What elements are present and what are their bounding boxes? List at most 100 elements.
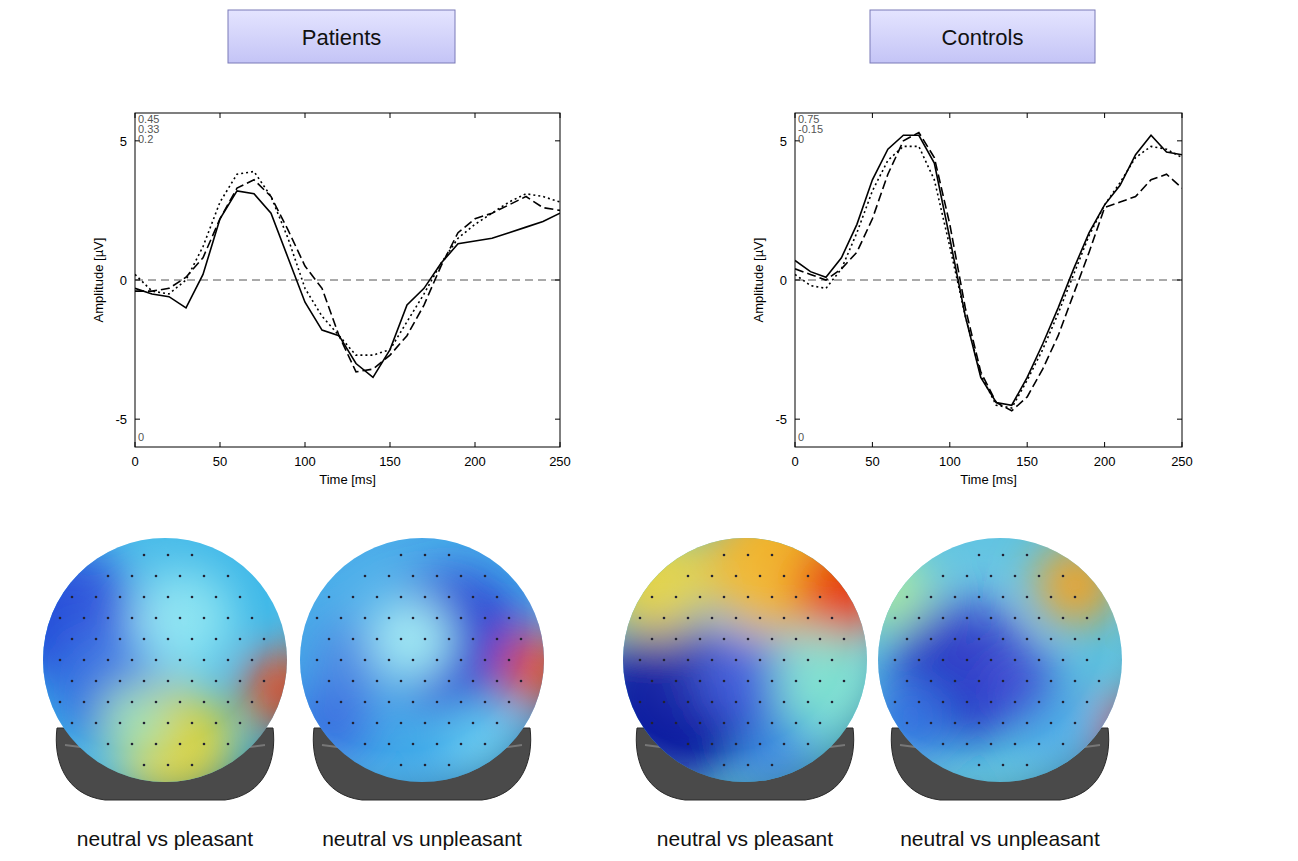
x-tick [872,442,873,447]
electrode [687,575,690,578]
electrode [424,638,427,641]
electrode [906,680,909,683]
electrode [472,722,475,725]
electrode [1086,659,1089,662]
electrode [388,575,391,578]
electrode [663,617,666,620]
electrode [930,596,933,599]
scalp-shade [623,538,867,782]
electrode [1062,617,1065,620]
electrode [167,638,170,641]
electrode [143,722,146,725]
electrode [1062,701,1065,704]
electrode [771,680,774,683]
x-tick [560,442,561,447]
electrode [352,596,355,599]
electrode [412,617,415,620]
electrode [735,575,738,578]
electrode [639,701,642,704]
electrode [71,596,74,599]
electrode [83,617,86,620]
y-tick-label: 0 [780,273,787,288]
electrode [203,743,206,746]
electrode [436,659,439,662]
annotation: 0 [138,431,144,443]
electrode [179,701,182,704]
electrode [735,701,738,704]
zero-line [135,280,560,281]
electrode [119,596,122,599]
electrode [191,680,194,683]
electrode [978,680,981,683]
electrode [191,596,194,599]
electrode [675,680,678,683]
electrode [687,701,690,704]
x-tick [1027,442,1028,447]
y-tick [135,419,140,420]
x-tick [560,113,561,118]
electrode [807,659,810,662]
x-tick-label: 50 [865,454,879,469]
x-tick [949,442,950,447]
electrode [1050,680,1053,683]
electrode [191,764,194,767]
electrode [771,764,774,767]
electrode [424,764,427,767]
electrode [990,617,993,620]
y-tick-label: -5 [775,412,787,427]
electrode [167,764,170,767]
x-tick [475,442,476,447]
electrode [107,575,110,578]
electrode [191,722,194,725]
electrode [251,659,254,662]
electrode [687,743,690,746]
electrode [819,596,822,599]
electrode [496,596,499,599]
electrode [771,722,774,725]
electrode [388,659,391,662]
panel: Patients050100150200250-505Time [ms]Ampl… [0,10,580,850]
x-tick-label: 100 [939,454,961,469]
electrode [424,722,427,725]
x-tick [1104,442,1105,447]
electrode [978,638,981,641]
electrode [990,575,993,578]
electrode [894,701,897,704]
electrode [1014,701,1017,704]
electrode [1086,617,1089,620]
electrode [59,659,62,662]
electrode [711,701,714,704]
electrode [203,701,206,704]
electrode [978,764,981,767]
electrode [795,638,798,641]
electrode [131,659,134,662]
electrode [460,659,463,662]
electrode [179,659,182,662]
electrode [723,722,726,725]
x-tick-label: 100 [294,454,316,469]
electrode [747,638,750,641]
electrode [990,659,993,662]
electrode [484,701,487,704]
x-tick [949,113,950,118]
electrode [227,743,230,746]
erp-line [795,135,1182,405]
electrode [227,575,230,578]
electrode [966,743,969,746]
y-axis-title: Amplitude [µV] [751,238,766,323]
electrode [131,617,134,620]
electrode [675,722,678,725]
electrode [364,743,367,746]
electrode [894,659,897,662]
electrode [942,701,945,704]
electrode [328,680,331,683]
electrode [340,659,343,662]
electrode [227,617,230,620]
figure: Patients050100150200250-505Time [ms]Ampl… [0,0,1298,861]
electrode [1098,680,1101,683]
electrode [424,554,427,557]
title-box [228,10,455,63]
electrode [1050,596,1053,599]
x-tick [795,113,796,118]
electrode [496,680,499,683]
